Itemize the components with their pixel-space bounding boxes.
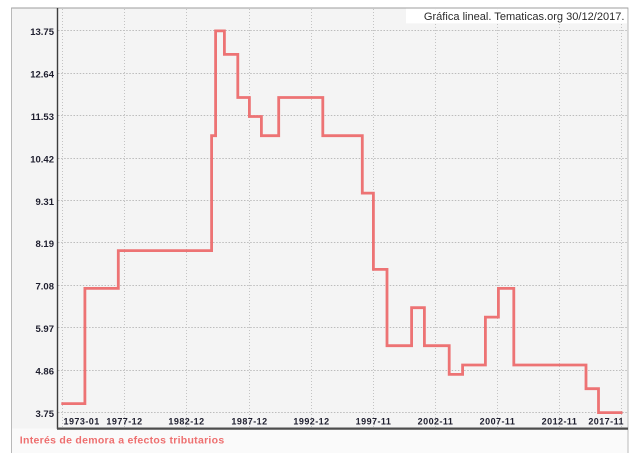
svg-text:12.64: 12.64 — [30, 70, 54, 81]
svg-text:9.31: 9.31 — [36, 197, 55, 208]
svg-text:10.42: 10.42 — [30, 155, 54, 166]
svg-text:2002-11: 2002-11 — [418, 417, 454, 427]
svg-text:11.53: 11.53 — [31, 112, 54, 123]
svg-text:7.08: 7.08 — [36, 282, 55, 293]
svg-text:1987-12: 1987-12 — [231, 417, 267, 427]
svg-text:3.75: 3.75 — [36, 409, 55, 420]
svg-text:2017-11: 2017-11 — [588, 417, 624, 427]
svg-text:Interés de demora a efectos tr: Interés de demora a efectos tributarios — [20, 435, 225, 447]
svg-text:Gráfica lineal. Tematicas.org: Gráfica lineal. Tematicas.org 30/12/2017… — [424, 11, 625, 23]
svg-text:2012-11: 2012-11 — [542, 417, 578, 427]
svg-text:1977-12: 1977-12 — [106, 417, 142, 427]
svg-text:2007-11: 2007-11 — [480, 417, 516, 427]
svg-text:1997-11: 1997-11 — [356, 417, 392, 427]
svg-text:1973-01: 1973-01 — [64, 417, 100, 427]
svg-text:5.97: 5.97 — [36, 324, 55, 335]
svg-text:13.75: 13.75 — [30, 27, 54, 38]
svg-text:1992-12: 1992-12 — [293, 417, 329, 427]
svg-text:1982-12: 1982-12 — [168, 417, 204, 427]
svg-text:4.86: 4.86 — [36, 367, 55, 378]
svg-text:8.19: 8.19 — [36, 239, 55, 250]
